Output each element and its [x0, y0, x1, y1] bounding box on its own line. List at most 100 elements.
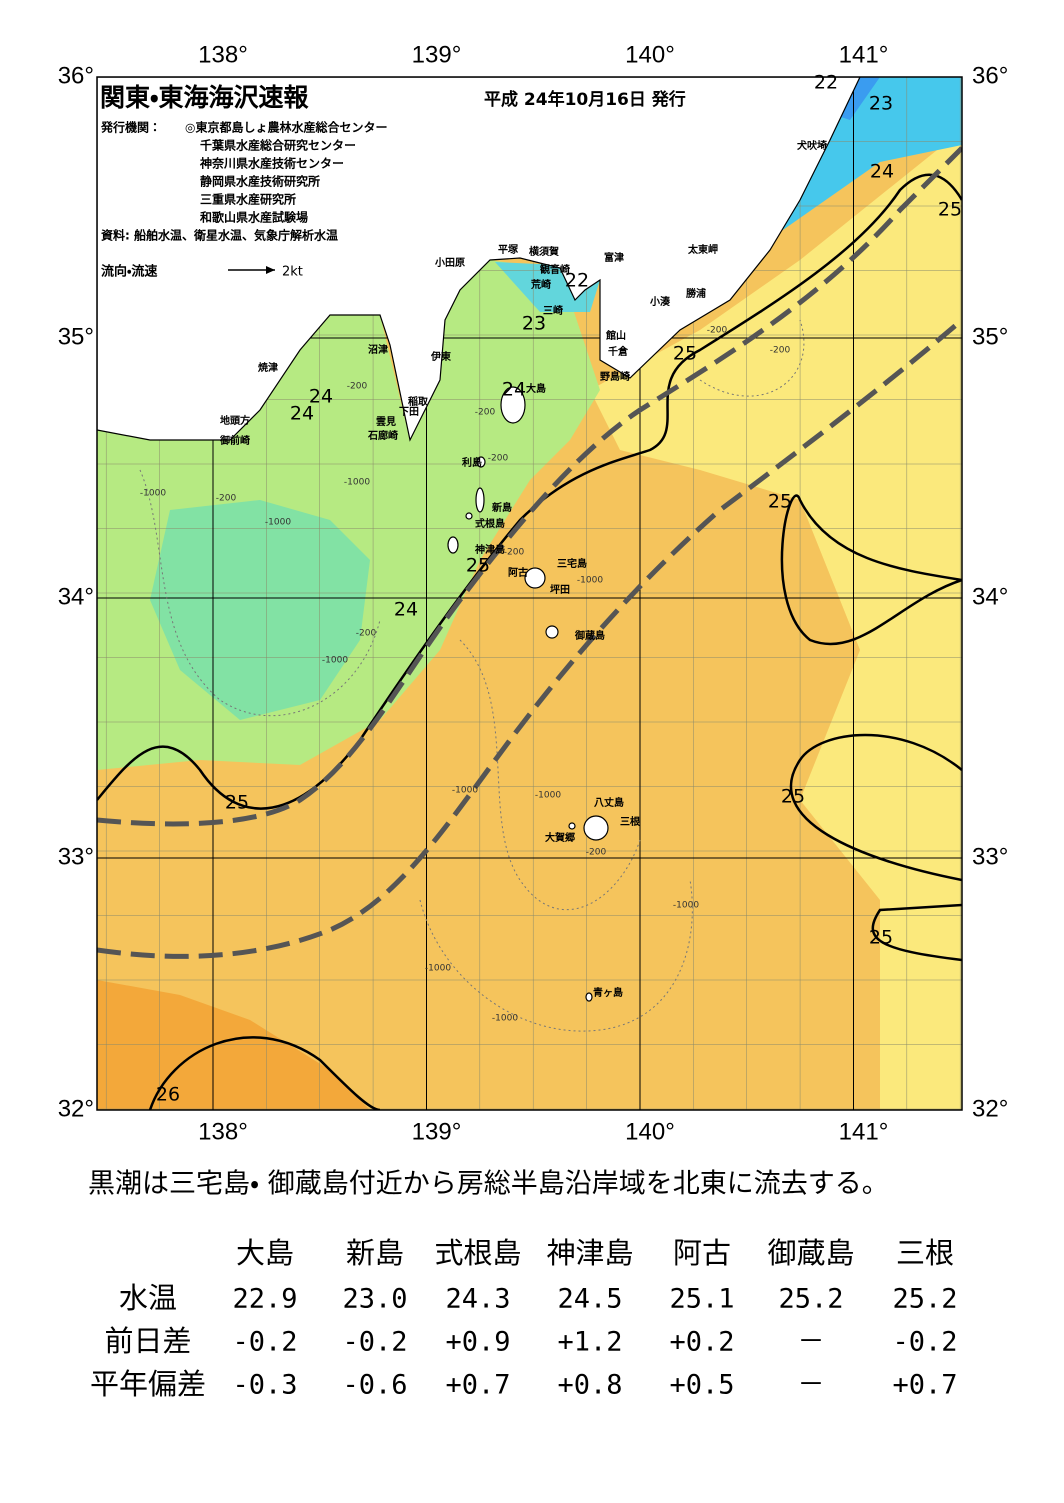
lat-label: 34°	[58, 583, 94, 610]
lat-label: 32°	[58, 1095, 94, 1122]
table-cell: +0.5	[669, 1370, 734, 1401]
lon-label: 139°	[412, 1118, 462, 1145]
isotherm	[871, 903, 962, 962]
lat-label: 32°	[972, 1095, 1008, 1122]
depth-label: -200	[504, 548, 525, 558]
row-label: 水温	[119, 1281, 177, 1315]
publisher: 静岡県水産技術研究所	[200, 174, 320, 189]
isotherm-label: 22	[565, 270, 589, 292]
table-cell: +0.9	[445, 1327, 510, 1358]
orange-zone	[97, 980, 370, 1110]
island	[585, 992, 593, 1002]
isotherm-label: 25	[781, 786, 805, 808]
isotherm	[148, 1036, 381, 1110]
place-name: 犬吠埼	[797, 139, 827, 152]
cool-zone	[150, 500, 370, 720]
table-cell: -0.2	[892, 1327, 957, 1358]
summary: 黒潮は三宅島・ 御蔵島付近から房総半島沿岸域を北東に流去する。	[88, 1169, 889, 1200]
isotherm-label: 22	[814, 72, 838, 94]
table-cell: +0.2	[669, 1327, 734, 1358]
island	[465, 512, 473, 520]
isotherm-25	[97, 173, 962, 1110]
table-cell: +1.2	[557, 1327, 622, 1358]
place-name: 野島崎	[600, 370, 630, 383]
lat-label: 35°	[58, 323, 94, 350]
table-cell: -0.2	[232, 1327, 297, 1358]
kuroshio-path	[97, 146, 962, 827]
publisher: ◎東京都島しょ農林水産総合センター	[185, 120, 387, 135]
sea-surface	[97, 77, 962, 1110]
isotherm-label: 25	[768, 491, 792, 513]
legend-arrowhead	[266, 266, 275, 274]
isotherm	[789, 733, 962, 882]
table-header: 御蔵島	[767, 1236, 854, 1270]
map-frame	[96, 76, 963, 1111]
isotherm-label: 25	[938, 199, 962, 221]
isotherm-label: 24	[309, 386, 333, 408]
issue-date: 平成 24年10月16日 発行	[484, 89, 686, 110]
island	[475, 487, 485, 513]
table-cell: +0.8	[557, 1370, 622, 1401]
depth-label: -1000	[322, 656, 348, 666]
kuroshio-path	[97, 318, 962, 959]
table-cell: 24.3	[445, 1284, 510, 1315]
lon-label: 138°	[198, 41, 248, 68]
lat-label: 36°	[972, 62, 1008, 89]
lon-label: 140°	[625, 41, 675, 68]
table-cell: +0.7	[892, 1370, 957, 1401]
source: 資料: 船舶水温、衛星水温、気象庁解析水温	[101, 228, 338, 243]
place-name: 三根	[620, 815, 641, 828]
island	[500, 386, 526, 424]
island	[524, 567, 546, 589]
place-name: 三崎	[543, 304, 563, 317]
place-name: 三宅島	[557, 557, 587, 570]
isobath	[459, 639, 641, 911]
place-name: 青ヶ島	[593, 986, 623, 999]
island	[545, 625, 559, 639]
table-header: 新島	[346, 1236, 404, 1270]
place-name: 八丈島	[594, 796, 624, 809]
island	[447, 536, 459, 554]
islands	[447, 386, 609, 1002]
table-cell: 25.1	[669, 1284, 734, 1315]
place-name: 大賀郷	[545, 831, 575, 844]
table-cell: 25.2	[778, 1284, 843, 1315]
place-name: 新島	[491, 501, 512, 514]
place-name: 千倉	[608, 345, 629, 358]
place-name: 雲見	[376, 416, 396, 428]
table-header: 式根島	[434, 1236, 521, 1270]
depth-label: -1000	[344, 478, 370, 488]
depth-label: -1000	[265, 518, 291, 528]
isotherm-label: 26	[156, 1084, 180, 1106]
depth-label: -200	[586, 848, 607, 858]
isotherm	[97, 173, 962, 810]
table-cell: －	[798, 1370, 825, 1401]
place-name: 石廊崎	[367, 429, 398, 442]
table-cell: -0.6	[342, 1370, 407, 1401]
depth-label: -200	[488, 454, 509, 464]
publisher: 神奈川県水産技術センター	[199, 156, 344, 171]
isotherm-label: 23	[869, 93, 893, 115]
place-name: 地頭方	[220, 414, 250, 427]
place-name: 富津	[604, 251, 624, 264]
lon-label: 141°	[839, 1118, 889, 1145]
isobath	[419, 879, 693, 1032]
table-cell: -0.3	[232, 1370, 297, 1401]
place-name: 横須賀	[529, 245, 559, 258]
publisher: 三重県水産研究所	[200, 192, 296, 207]
place-name: 太東岬	[687, 243, 718, 256]
place-name: 大島	[526, 382, 546, 395]
depth-label: -200	[347, 382, 368, 392]
isobaths	[139, 319, 805, 1032]
lat-label: 35°	[972, 323, 1008, 350]
depth-label: -1000	[492, 1014, 518, 1024]
place-name: 焼津	[258, 361, 278, 374]
lat-label: 33°	[58, 843, 94, 870]
isotherm-label: 25	[225, 792, 249, 814]
place-name: 小田原	[434, 256, 465, 269]
publisher-label: 発行機関：	[100, 120, 161, 135]
table-cell: 22.9	[232, 1284, 297, 1315]
depth-label: -200	[707, 326, 728, 336]
depth-label: -1000	[577, 576, 603, 586]
